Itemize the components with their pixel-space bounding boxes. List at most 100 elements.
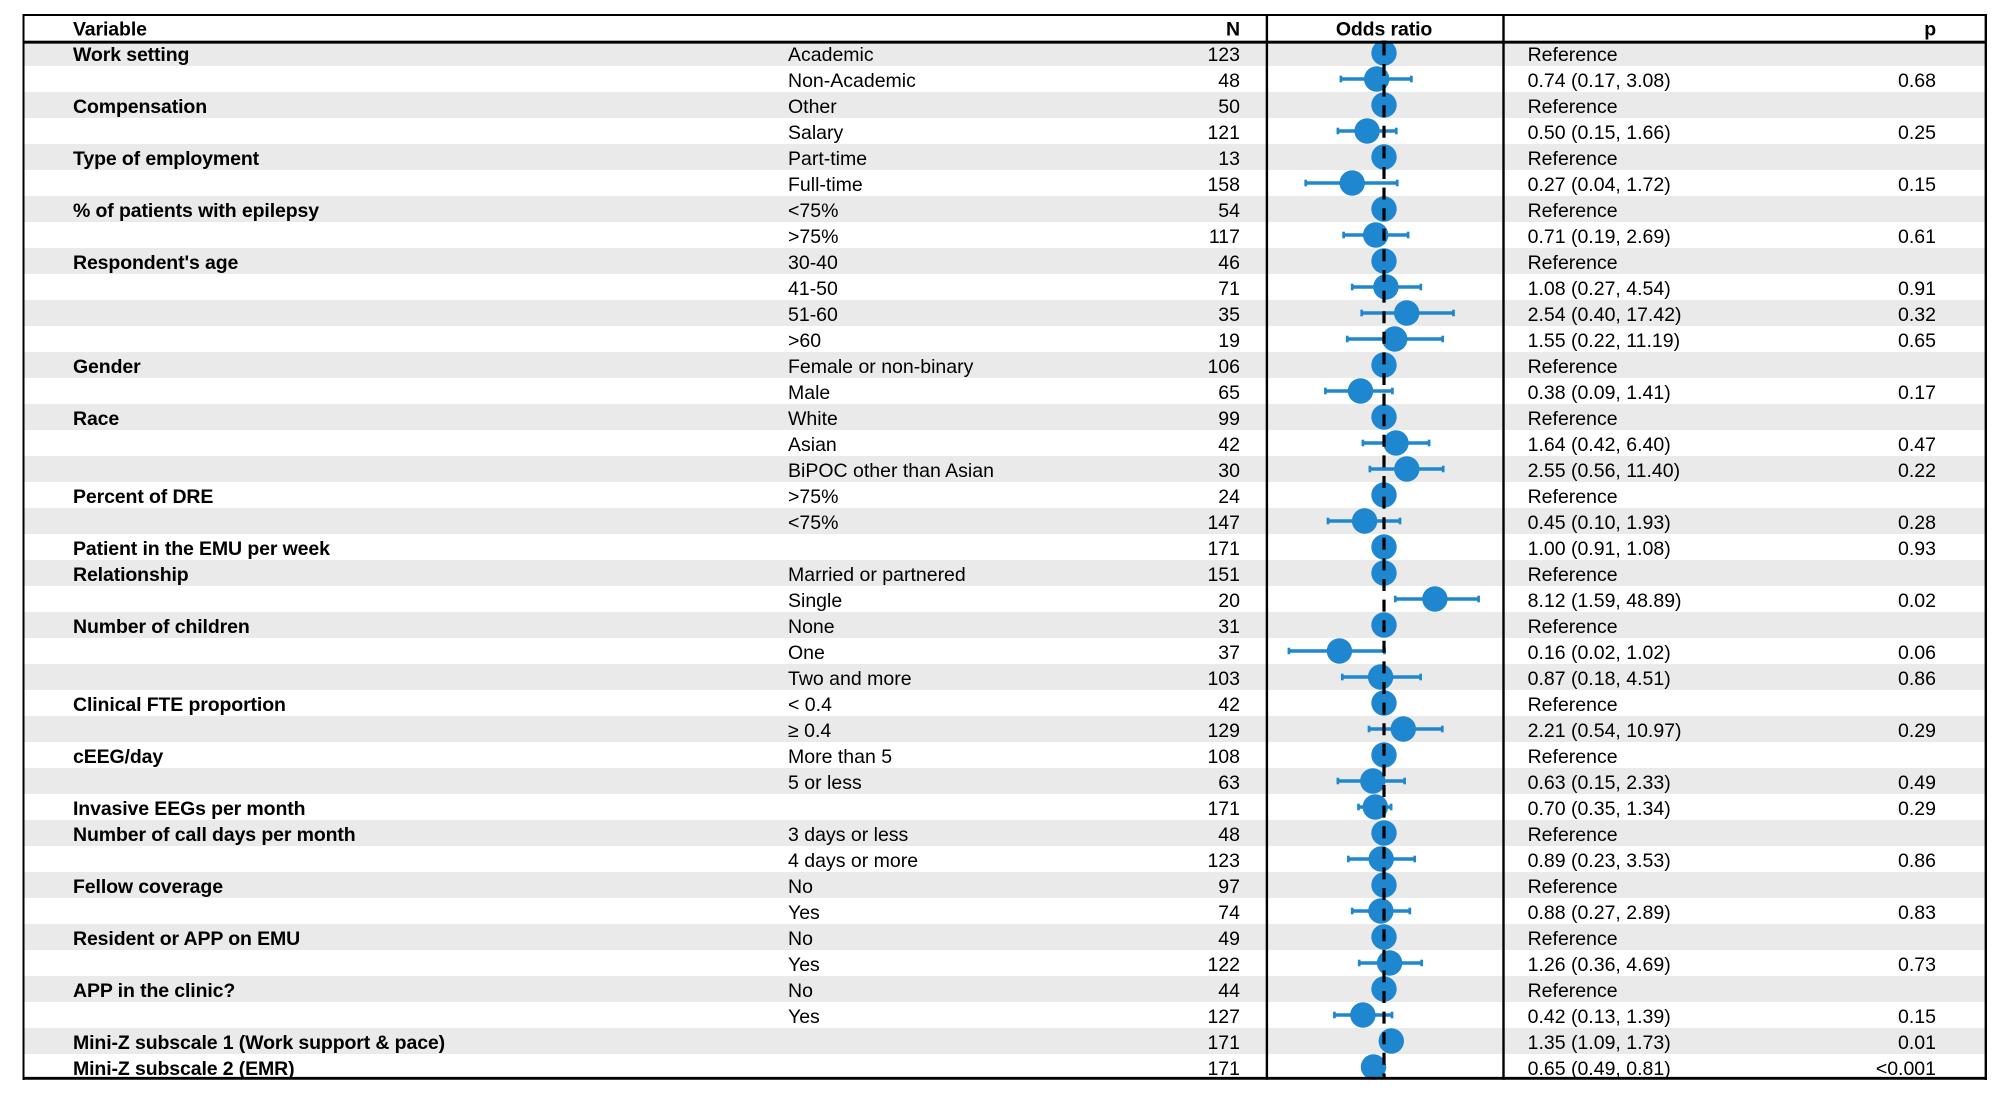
svg-text:0.65 (0.49, 0.81): 0.65 (0.49, 0.81) [1528,1058,1671,1080]
svg-text:0.22: 0.22 [1898,460,1936,482]
svg-text:Gender: Gender [73,356,141,378]
svg-text:0.47: 0.47 [1898,434,1936,456]
svg-text:3 days or less: 3 days or less [788,824,909,846]
svg-text:Two and more: Two and more [788,668,912,690]
svg-text:No: No [788,876,813,898]
svg-text:147: 147 [1207,512,1240,534]
svg-text:% of patients with epilepsy: % of patients with epilepsy [73,200,319,222]
svg-text:BiPOC other than Asian: BiPOC other than Asian [788,460,994,482]
svg-text:0.68: 0.68 [1898,70,1936,92]
svg-text:71: 71 [1218,278,1240,300]
svg-text:White: White [788,408,838,430]
svg-text:1.08 (0.27, 4.54): 1.08 (0.27, 4.54) [1528,278,1671,300]
svg-text:1.26 (0.36, 4.69): 1.26 (0.36, 4.69) [1528,954,1671,976]
svg-text:0.38 (0.09, 1.41): 0.38 (0.09, 1.41) [1528,382,1671,404]
svg-text:Reference: Reference [1528,486,1618,508]
svg-text:No: No [788,980,813,1002]
svg-text:108: 108 [1207,746,1240,768]
svg-text:0.17: 0.17 [1898,382,1936,404]
svg-text:1.35 (1.09, 1.73): 1.35 (1.09, 1.73) [1528,1032,1671,1054]
svg-text:Percent of DRE: Percent of DRE [73,486,213,508]
svg-text:Mini-Z subscale 1 (Work suppor: Mini-Z subscale 1 (Work support & pace) [73,1032,445,1054]
svg-text:0.28: 0.28 [1898,512,1936,534]
svg-text:<0.001: <0.001 [1876,1058,1936,1080]
svg-text:0.15: 0.15 [1898,174,1936,196]
svg-text:Part-time: Part-time [788,148,867,170]
svg-text:54: 54 [1218,200,1240,222]
svg-text:20: 20 [1218,590,1240,612]
svg-text:0.71 (0.19, 2.69): 0.71 (0.19, 2.69) [1528,226,1671,248]
svg-text:0.06: 0.06 [1898,642,1936,664]
svg-text:0.45 (0.10, 1.93): 0.45 (0.10, 1.93) [1528,512,1671,534]
svg-text:0.61: 0.61 [1898,226,1936,248]
svg-text:Number of call days per month: Number of call days per month [73,824,356,846]
svg-text:103: 103 [1207,668,1240,690]
svg-text:0.89 (0.23, 3.53): 0.89 (0.23, 3.53) [1528,850,1671,872]
svg-text:0.74 (0.17, 3.08): 0.74 (0.17, 3.08) [1528,70,1671,92]
svg-text:Clinical FTE proportion: Clinical FTE proportion [73,694,286,716]
svg-text:37: 37 [1218,642,1240,664]
svg-text:171: 171 [1207,1032,1240,1054]
svg-text:0.15: 0.15 [1898,1006,1936,1028]
svg-text:Yes: Yes [788,954,820,976]
svg-text:0.29: 0.29 [1898,720,1936,742]
svg-text:0.83: 0.83 [1898,902,1936,924]
svg-text:Fellow coverage: Fellow coverage [73,876,223,898]
svg-text:2.21 (0.54, 10.97): 2.21 (0.54, 10.97) [1528,720,1682,742]
svg-text:2.54 (0.40, 17.42): 2.54 (0.40, 17.42) [1528,304,1682,326]
svg-text:0.93: 0.93 [1898,538,1936,560]
svg-text:<75%: <75% [788,200,838,222]
svg-text:Relationship: Relationship [73,564,189,586]
svg-text:65: 65 [1218,382,1240,404]
svg-text:N: N [1226,19,1240,41]
svg-text:Reference: Reference [1528,44,1618,66]
svg-text:0.65: 0.65 [1898,330,1936,352]
svg-text:Reference: Reference [1528,564,1618,586]
svg-text:0.42 (0.13, 1.39): 0.42 (0.13, 1.39) [1528,1006,1671,1028]
svg-text:Academic: Academic [788,44,874,66]
svg-text:5 or less: 5 or less [788,772,862,794]
svg-text:106: 106 [1207,356,1240,378]
svg-text:123: 123 [1207,44,1240,66]
svg-text:0.87 (0.18, 4.51): 0.87 (0.18, 4.51) [1528,668,1671,690]
svg-text:Reference: Reference [1528,980,1618,1002]
svg-text:0.73: 0.73 [1898,954,1936,976]
svg-text:0.29: 0.29 [1898,798,1936,820]
svg-text:cEEG/day: cEEG/day [73,746,163,768]
svg-text:Other: Other [788,96,837,118]
svg-text:0.63 (0.15, 2.33): 0.63 (0.15, 2.33) [1528,772,1671,794]
svg-text:51-60: 51-60 [788,304,838,326]
svg-text:49: 49 [1218,928,1240,950]
svg-text:0.27 (0.04, 1.72): 0.27 (0.04, 1.72) [1528,174,1671,196]
svg-text:0.91: 0.91 [1898,278,1936,300]
svg-text:48: 48 [1218,70,1240,92]
svg-text:No: No [788,928,813,950]
svg-text:APP in the clinic?: APP in the clinic? [73,980,235,1002]
svg-text:Yes: Yes [788,1006,820,1028]
svg-text:Reference: Reference [1528,824,1618,846]
svg-text:8.12 (1.59, 48.89): 8.12 (1.59, 48.89) [1528,590,1682,612]
svg-text:Yes: Yes [788,902,820,924]
svg-text:48: 48 [1218,824,1240,846]
svg-text:Resident or APP on EMU: Resident or APP on EMU [73,928,300,950]
svg-text:Race: Race [73,408,119,430]
svg-text:Reference: Reference [1528,928,1618,950]
svg-text:158: 158 [1207,174,1240,196]
svg-text:31: 31 [1218,616,1240,638]
svg-text:Invasive EEGs per month: Invasive EEGs per month [73,798,305,820]
svg-text:129: 129 [1207,720,1240,742]
svg-text:121: 121 [1207,122,1240,144]
svg-text:0.86: 0.86 [1898,850,1936,872]
svg-text:1.55 (0.22, 11.19): 1.55 (0.22, 11.19) [1528,330,1681,352]
svg-text:19: 19 [1218,330,1240,352]
svg-text:30: 30 [1218,460,1240,482]
svg-text:Asian: Asian [788,434,837,456]
svg-text:Number of children: Number of children [73,616,250,638]
svg-text:0.32: 0.32 [1898,304,1936,326]
svg-text:Reference: Reference [1528,616,1618,638]
svg-text:24: 24 [1218,486,1240,508]
svg-text:Reference: Reference [1528,252,1618,274]
svg-text:97: 97 [1218,876,1240,898]
svg-text:74: 74 [1218,902,1240,924]
svg-text:123: 123 [1207,850,1240,872]
